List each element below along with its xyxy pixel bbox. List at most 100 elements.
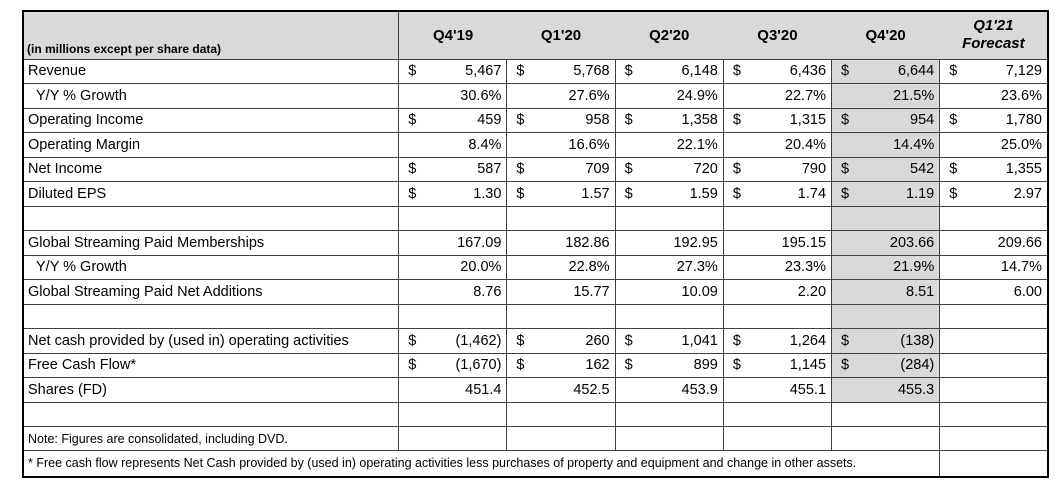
currency-symbol: $ <box>624 332 633 349</box>
table-body: Revenue $5,467 $5,768 $6,148 $6,436 $6,644 $7,… <box>22 58 1049 477</box>
cell-value: 1,358 <box>681 112 718 129</box>
currency-symbol: $ <box>841 332 850 349</box>
cell-revenue-q121-forecast: $7,129 <box>939 58 1049 84</box>
cell-note-figures-are-consolidated-including--q419 <box>398 426 508 451</box>
cell-value: 14.4% <box>893 136 935 153</box>
cell-value: 542 <box>910 161 935 178</box>
currency-symbol: $ <box>408 332 417 349</box>
cell-value: (1,670) <box>455 357 502 374</box>
cell-value: 182.86 <box>565 234 610 251</box>
cell-operating-income-q419: $459 <box>398 107 508 133</box>
cell-net-cash-provided-by-used-in-operating-a-q420: $ (138) <box>831 328 941 354</box>
table-row-revenue: Revenue $5,467 $5,768 $6,148 $6,436 $6,644 $7,… <box>22 58 1049 84</box>
currency-symbol: $ <box>732 185 741 202</box>
cell-value: 1.59 <box>689 185 718 202</box>
table-row-free-cash-flow-represents-net-cash-provi: * Free cash flow represents Net Cash pro… <box>22 450 1049 477</box>
cell-value: 209.66 <box>997 234 1042 251</box>
cell-value: 954 <box>910 112 935 129</box>
currency-symbol: $ <box>841 357 850 374</box>
cell-net-cash-provided-by-used-in-operating-a-q419: $ (1,462) <box>398 328 508 354</box>
cell-blank-10-q220 <box>614 303 724 329</box>
row-label-global-streaming-paid-memberships: Global Streaming Paid Memberships <box>22 230 400 256</box>
cell-y-y-growth-q419: 30.6% <box>398 83 508 109</box>
cell-value: 14.7% <box>1000 259 1042 276</box>
cell-operating-margin-q120: 16.6% <box>506 132 616 158</box>
cell-value: 27.3% <box>676 259 718 276</box>
row-label-blank-10 <box>22 303 400 329</box>
cell-value: 6,436 <box>789 63 827 80</box>
currency-symbol: $ <box>732 357 741 374</box>
currency-symbol: $ <box>732 63 741 80</box>
forecast-header-line1: Q1'21 <box>973 16 1014 34</box>
row-label-y-y-growth: Y/Y % Growth <box>22 254 400 280</box>
cell-y-y-growth-q220: 24.9% <box>614 83 724 109</box>
cell-blank-14-q121-forecast <box>939 401 1049 427</box>
cell-value: (284) <box>900 357 935 374</box>
cell-free-cash-flow-q121-forecast <box>939 352 1049 378</box>
currency-symbol: $ <box>624 63 633 80</box>
cell-footnote-q121-forecast <box>939 450 1049 477</box>
cell-y-y-growth-q420: 21.9% <box>831 254 941 280</box>
cell-y-y-growth-q419: 20.0% <box>398 254 508 280</box>
cell-free-cash-flow-q320: $1,145 <box>722 352 833 378</box>
cell-global-streaming-paid-net-additions-q420: 8.51 <box>831 279 941 305</box>
cell-operating-income-q420: $954 <box>831 107 941 133</box>
cell-global-streaming-paid-net-additions-q120: 15.77 <box>506 279 616 305</box>
cell-value: 21.5% <box>893 87 935 104</box>
cell-net-income-q419: $587 <box>398 156 508 182</box>
cell-blank-6-q121-forecast <box>939 205 1049 231</box>
column-header-q120: Q1'20 <box>506 11 616 60</box>
currency-symbol: $ <box>624 112 633 129</box>
currency-symbol: $ <box>516 161 525 178</box>
cell-value: (138) <box>900 332 935 349</box>
cell-value: 453.9 <box>681 381 718 398</box>
currency-symbol: $ <box>624 185 633 202</box>
cell-value: 720 <box>693 161 718 178</box>
currency-symbol: $ <box>516 332 525 349</box>
cell-y-y-growth-q220: 27.3% <box>614 254 724 280</box>
cell-value: 452.5 <box>573 381 610 398</box>
cell-value: 790 <box>801 161 827 178</box>
cell-value: 22.7% <box>784 87 827 104</box>
cell-value: 1,355 <box>1005 161 1042 178</box>
table-row-blank-14 <box>22 401 1049 427</box>
currency-symbol: $ <box>516 357 525 374</box>
cell-revenue-q120: $5,768 <box>506 58 616 84</box>
table-row-blank-6 <box>22 205 1049 231</box>
cell-blank-10-q121-forecast <box>939 303 1049 329</box>
currency-symbol: $ <box>841 185 850 202</box>
currency-symbol: $ <box>408 185 417 202</box>
cell-value: 1,264 <box>789 332 827 349</box>
cell-value: 6,644 <box>897 63 935 80</box>
cell-value: 451.4 <box>465 381 502 398</box>
currency-symbol: $ <box>949 185 958 202</box>
cell-blank-14-q419 <box>398 401 508 427</box>
cell-net-cash-provided-by-used-in-operating-a-q120: $260 <box>506 328 616 354</box>
cell-diluted-eps-q320: $1.74 <box>722 181 833 207</box>
cell-blank-14-q420 <box>831 401 941 427</box>
cell-value: 30.6% <box>460 87 502 104</box>
cell-value: 27.6% <box>568 87 610 104</box>
cell-blank-10-q320 <box>722 303 833 329</box>
cell-value: 2.97 <box>1013 185 1042 202</box>
table-row-global-streaming-paid-net-additions: Global Streaming Paid Net Additions 8.76 1… <box>22 279 1049 305</box>
forecast-header-line2: Forecast <box>962 35 1025 53</box>
cell-value: 21.9% <box>893 259 935 276</box>
cell-value: 5,467 <box>465 63 502 80</box>
cell-y-y-growth-q320: 23.3% <box>722 254 833 280</box>
table-row-diluted-eps: Diluted EPS $1.30 $1.57 $1.59 $1.74 $1.19 $2.9… <box>22 181 1049 207</box>
cell-diluted-eps-q121-forecast: $2.97 <box>939 181 1049 207</box>
row-label-blank-14 <box>22 401 400 427</box>
cell-value: 24.9% <box>676 87 718 104</box>
cell-operating-margin-q420: 14.4% <box>831 132 941 158</box>
cell-blank-6-q419 <box>398 205 508 231</box>
cell-note-figures-are-consolidated-including--q320 <box>722 426 833 451</box>
cell-value: 195.15 <box>781 234 827 251</box>
cell-operating-income-q121-forecast: $1,780 <box>939 107 1049 133</box>
cell-blank-6-q320 <box>722 205 833 231</box>
cell-operating-income-q220: $1,358 <box>614 107 724 133</box>
note-text: Note: Figures are consolidated, includin… <box>22 426 400 451</box>
cell-value: 23.3% <box>784 259 827 276</box>
cell-global-streaming-paid-net-additions-q121-forecast: 6.00 <box>939 279 1049 305</box>
